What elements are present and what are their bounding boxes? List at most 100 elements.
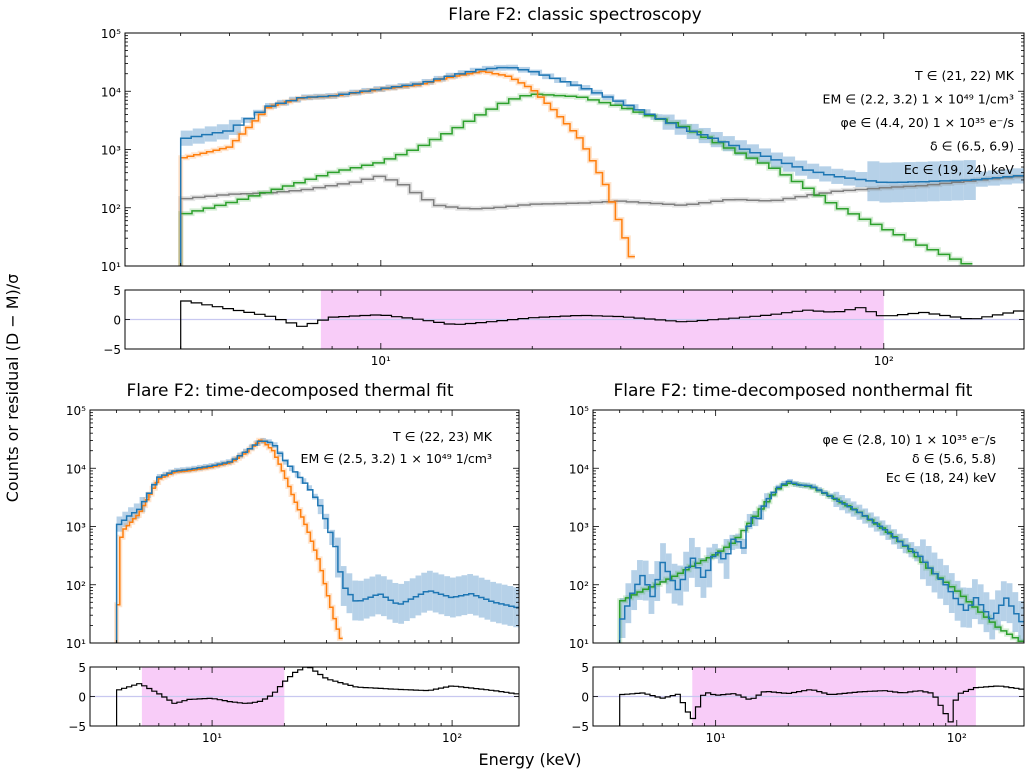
nonthermal-ytick-label: 10⁴ bbox=[569, 462, 589, 476]
nonthermal-residual-xtick-label: 10² bbox=[947, 731, 967, 745]
classic-annotation: EM ∈ (2.2, 3.2) 1 × 10⁴⁹ 1/cm³ bbox=[823, 92, 1014, 107]
nonthermal-total-uncertainty-band bbox=[729, 534, 736, 551]
classic-total-uncertainty-band bbox=[746, 144, 759, 160]
thermal-thermal-band bbox=[114, 437, 343, 643]
classic-total-uncertainty-band bbox=[698, 127, 711, 144]
nonthermal-ytick-label: 10¹ bbox=[569, 637, 589, 651]
shared-y-axis-label: Counts or residual (D − M)/σ bbox=[3, 274, 22, 503]
classic-annotation: δ ∈ (6.5, 6.9) bbox=[930, 139, 1014, 154]
classic-panel: Flare F2: classic spectroscopy 10¹ 10² 10³ 1… bbox=[101, 5, 1025, 368]
classic-total-uncertainty-band bbox=[734, 140, 747, 156]
nonthermal-residual-xtick-label: 10¹ bbox=[706, 731, 726, 745]
thermal-total-uncertainty-band bbox=[340, 566, 347, 606]
nonthermal-total-uncertainty-band bbox=[989, 599, 996, 640]
classic-total-series bbox=[179, 66, 1024, 266]
classic-total-uncertainty-band bbox=[240, 117, 253, 123]
classic-total-uncertainty-band bbox=[566, 81, 579, 87]
classic-total-uncertainty-band bbox=[578, 85, 591, 91]
thermal-total-uncertainty-band bbox=[317, 498, 324, 515]
classic-thermal-series bbox=[179, 70, 635, 266]
thermal-thermal-series bbox=[115, 439, 343, 643]
nonthermal-total-uncertainty-band bbox=[914, 546, 921, 562]
nonthermal-title: Flare F2: time-decomposed nonthermal fit bbox=[614, 381, 973, 401]
thermal-ytick-label: 10³ bbox=[66, 521, 86, 535]
classic-total-uncertainty-band bbox=[457, 70, 470, 76]
nonthermal-residual-series bbox=[619, 685, 1024, 726]
nonthermal-ytick-label: 10⁵ bbox=[569, 404, 589, 418]
thermal-total-uncertainty-band bbox=[306, 485, 313, 491]
nonthermal-total-uncertainty-band bbox=[706, 547, 713, 588]
nonthermal-total-uncertainty-band bbox=[648, 574, 655, 614]
thermal-residual-ytick-label: 0 bbox=[78, 691, 86, 705]
nonthermal-residual-ytick-label: −5 bbox=[571, 720, 589, 734]
classic-background-series bbox=[179, 175, 1024, 266]
classic-total-uncertainty-band bbox=[614, 99, 627, 105]
nonthermal-total-uncertainty-band bbox=[769, 490, 776, 497]
nonthermal-annotation: φe ∈ (2.8, 10) 1 × 10³⁵ e⁻/s bbox=[822, 432, 996, 447]
classic-total-uncertainty-band bbox=[710, 132, 723, 148]
classic-annotation: Ec ∈ (19, 24) keV bbox=[904, 162, 1015, 177]
thermal-total-series bbox=[115, 440, 519, 643]
thermal-total-uncertainty-band bbox=[346, 573, 353, 614]
nonthermal-annotation: Ec ∈ (18, 24) keV bbox=[886, 470, 997, 485]
thermal-residual-plot-area bbox=[90, 667, 519, 726]
thermal-annotation: EM ∈ (2.5, 3.2) 1 × 10⁴⁹ 1/cm³ bbox=[301, 451, 492, 466]
classic-residual-ytick-label: 0 bbox=[113, 314, 121, 328]
nonthermal-total-uncertainty-band bbox=[665, 553, 672, 594]
thermal-residual-ytick-label: 5 bbox=[78, 661, 86, 675]
nonthermal-ytick-label: 10² bbox=[569, 579, 589, 593]
classic-total-uncertainty-band bbox=[626, 104, 639, 110]
nonthermal-total-uncertainty-band bbox=[908, 542, 915, 558]
classic-ytick-label: 10¹ bbox=[101, 260, 121, 274]
thermal-residual-xtick-label: 10² bbox=[442, 731, 462, 745]
nonthermal-total-uncertainty-band bbox=[948, 573, 955, 613]
classic-residual-xtick-label: 10¹ bbox=[371, 354, 391, 368]
classic-thermal-band bbox=[178, 69, 635, 266]
thermal-panel: Flare F2: time-decomposed thermal fit 10¹… bbox=[66, 381, 520, 745]
thermal-total-uncertainty-band bbox=[122, 511, 129, 527]
classic-total-uncertainty-band bbox=[795, 160, 808, 176]
classic-annotation: φe ∈ (4.4, 20) 1 × 10³⁵ e⁻/s bbox=[840, 115, 1014, 130]
classic-residual-series bbox=[180, 300, 1024, 349]
classic-annotation: T ∈ (21, 22) MK bbox=[914, 68, 1015, 83]
classic-ytick-label: 10³ bbox=[101, 144, 121, 158]
classic-plot-area bbox=[178, 64, 1024, 266]
classic-total-uncertainty-band bbox=[542, 73, 555, 80]
classic-residual-ytick-label: 5 bbox=[113, 284, 121, 298]
shared-x-axis-label: Energy (keV) bbox=[478, 750, 581, 769]
thermal-total-uncertainty-band bbox=[128, 507, 134, 523]
classic-nonthermal-series bbox=[179, 93, 973, 266]
thermal-total-uncertainty-band bbox=[283, 458, 290, 465]
nonthermal-total-series bbox=[618, 480, 1024, 643]
nonthermal-total-uncertainty-band bbox=[972, 579, 978, 620]
nonthermal-ytick-label: 10³ bbox=[569, 521, 589, 535]
thermal-plot-area bbox=[114, 437, 519, 643]
classic-residual-plot-area bbox=[125, 290, 1024, 349]
classic-total-uncertainty-band bbox=[650, 114, 663, 120]
classic-title: Flare F2: classic spectroscopy bbox=[448, 5, 701, 25]
nonthermal-plot-area bbox=[617, 478, 1024, 643]
nonthermal-total-uncertainty-band bbox=[712, 543, 718, 560]
classic-residual-ytick-label: −5 bbox=[103, 343, 121, 357]
classic-ytick-label: 10⁴ bbox=[101, 85, 121, 99]
thermal-ytick-label: 10⁴ bbox=[66, 462, 86, 476]
classic-ytick-label: 10² bbox=[101, 202, 121, 216]
nonthermal-total-uncertainty-band bbox=[631, 570, 638, 611]
classic-residual-xtick-label: 10² bbox=[874, 354, 894, 368]
nonthermal-panel: Flare F2: time-decomposed nonthermal fit… bbox=[569, 381, 1025, 745]
thermal-residual-xtick-label: 10¹ bbox=[202, 731, 222, 745]
nonthermal-residual-ytick-label: 0 bbox=[581, 691, 589, 705]
nonthermal-total-uncertainty-band bbox=[746, 513, 753, 530]
nonthermal-total-uncertainty-band bbox=[625, 583, 632, 624]
nonthermal-annotation: δ ∈ (5.6, 5.8) bbox=[912, 451, 996, 466]
classic-total-uncertainty-band bbox=[819, 166, 832, 182]
thermal-ytick-label: 10¹ bbox=[66, 637, 86, 651]
nonthermal-total-uncertainty-band bbox=[931, 552, 938, 593]
nonthermal-total-uncertainty-band bbox=[619, 598, 626, 638]
nonthermal-total-uncertainty-band bbox=[654, 561, 661, 602]
thermal-ytick-label: 10⁵ bbox=[66, 404, 86, 418]
thermal-residual-ytick-label: −5 bbox=[68, 720, 86, 734]
thermal-total-uncertainty-band bbox=[409, 578, 416, 619]
thermal-residual-series bbox=[116, 667, 519, 726]
